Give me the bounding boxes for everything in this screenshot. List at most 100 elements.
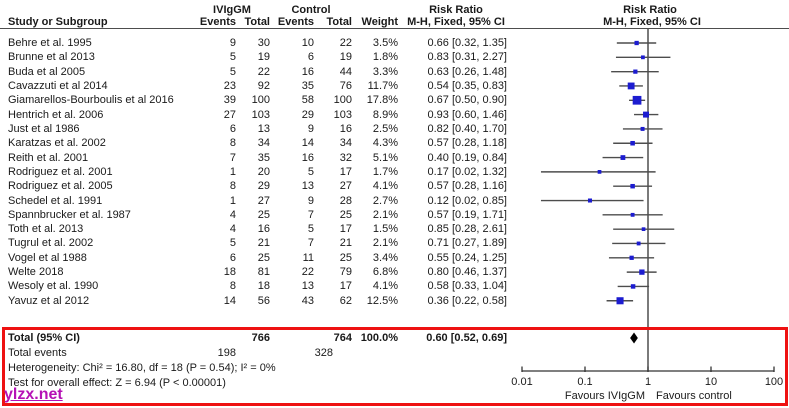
cell-e2: 14	[301, 137, 314, 150]
cell-t1: 18	[257, 280, 270, 293]
cell-t2: 103	[333, 108, 352, 121]
cell-rr: 0.93 [0.60, 1.46]	[427, 108, 507, 121]
cell-e2: 43	[301, 294, 314, 307]
cell-study: Giamarellos-Bourboulis et al 2016	[8, 94, 174, 107]
cell-t1: 20	[257, 165, 270, 178]
favours-right-label: Favours control	[656, 390, 732, 402]
effect-square	[587, 198, 593, 203]
cell-e2: 16	[301, 65, 314, 78]
effect-square	[632, 95, 642, 105]
cell-w: 1.8%	[372, 51, 398, 64]
cell-w: 4.1%	[372, 180, 398, 193]
effect-square	[640, 126, 645, 131]
cell-e1: 6	[229, 122, 236, 135]
cell-rr: 0.71 [0.27, 1.89]	[427, 237, 507, 250]
cell-e1: 1	[229, 165, 236, 178]
column-header-total-control: Total	[326, 16, 352, 28]
cell-w: 2.5%	[372, 122, 398, 135]
column-header-events-control: Events	[277, 16, 314, 28]
table-row: Schedel et al. 1991 1 27 9 28 2.7% 0.12 [0.02,…	[0, 194, 789, 208]
cell-rr: 0.82 [0.40, 1.70]	[427, 122, 507, 135]
table-row: Hentrich et al. 2006 27 103 29 103 8.9% 0.93 […	[0, 108, 789, 122]
cell-e2: 5	[307, 223, 314, 236]
cell-w: 2.7%	[372, 194, 398, 207]
total-events-ivigm: 198	[217, 347, 236, 359]
cell-study: Toth et al. 2013	[8, 223, 84, 236]
cell-study: Behre et al. 1995	[8, 37, 92, 49]
effect-square	[641, 55, 645, 60]
cell-study: Just et al 1986	[8, 122, 80, 135]
effect-square	[636, 241, 641, 246]
cell-study: Hentrich et al. 2006	[8, 108, 104, 121]
table-row: Vogel et al 1988 6 25 11 25 3.4% 0.55 [0.24, 1…	[0, 251, 789, 265]
cell-t2: 17	[339, 280, 352, 293]
cell-e1: 5	[229, 65, 236, 78]
group-header-ivigm: IVIgGM	[213, 4, 251, 16]
cell-e1: 8	[229, 280, 236, 293]
table-row: Wesoly et al. 1990 8 18 13 17 4.1% 0.58 [0.33,…	[0, 279, 789, 293]
cell-t1: 16	[257, 223, 270, 236]
cell-study: Cavazzuti et al 2014	[8, 79, 108, 92]
cell-rr: 0.54 [0.35, 0.83]	[427, 79, 507, 92]
column-header-events-ivigm: Events	[199, 16, 236, 28]
cell-e1: 7	[229, 151, 236, 164]
header-divider	[0, 28, 789, 29]
effect-square	[597, 170, 602, 174]
cell-rr: 0.85 [0.28, 2.61]	[427, 223, 507, 236]
cell-rr: 0.63 [0.26, 1.48]	[427, 65, 507, 78]
cell-rr: 0.80 [0.46, 1.37]	[427, 266, 507, 279]
effect-square	[627, 82, 635, 90]
cell-t1: 34	[257, 137, 270, 150]
cell-rr: 0.17 [0.02, 1.32]	[427, 165, 507, 178]
cell-t2: 62	[339, 294, 352, 307]
cell-t1: 92	[257, 79, 270, 92]
total-events-control: 328	[314, 347, 333, 359]
cell-e1: 18	[223, 266, 236, 279]
cell-rr: 0.36 [0.22, 0.58]	[427, 294, 507, 307]
cell-e1: 8	[229, 180, 236, 193]
table-row: Rodriguez et al. 2001 1 20 5 17 1.7% 0.17 [0.0…	[0, 165, 789, 179]
cell-study: Schedel et al. 1991	[8, 194, 103, 207]
cell-e1: 4	[229, 223, 236, 236]
total-ivigm-n: 766	[251, 332, 270, 344]
cell-rr: 0.67 [0.50, 0.90]	[427, 94, 507, 107]
table-row: Brunne et al 2013 5 19 6 19 1.8% 0.83 [0.31, 2…	[0, 50, 789, 64]
cell-t2: 22	[339, 37, 352, 49]
cell-study: Rodriguez et al. 2005	[8, 180, 113, 193]
table-row: Spannbrucker et al. 1987 4 25 7 25 2.1% 0.57 […	[0, 208, 789, 222]
cell-e2: 9	[307, 122, 314, 135]
cell-rr: 0.40 [0.19, 0.84]	[427, 151, 507, 164]
table-row: Cavazzuti et al 2014 23 92 35 76 11.7% 0.54 [0…	[0, 79, 789, 93]
cell-e2: 6	[307, 51, 314, 64]
column-header-mh-text: M-H, Fixed, 95% CI	[407, 16, 505, 28]
cell-t2: 76	[339, 79, 352, 92]
cell-study: Welte 2018	[8, 266, 64, 279]
cell-study: Brunne et al 2013	[8, 51, 95, 64]
total-rr-ci: 0.60 [0.52, 0.69]	[426, 332, 507, 344]
heterogeneity-stats: Heterogeneity: Chi² = 16.80, df = 18 (P …	[8, 362, 276, 374]
cell-t1: 100	[251, 94, 270, 107]
effect-square	[633, 69, 638, 74]
cell-t1: 29	[257, 180, 270, 193]
effect-square	[620, 155, 626, 160]
cell-t1: 103	[251, 108, 270, 121]
total-row: Total (95% CI) 766 764 100.0% 0.60 [0.52…	[0, 331, 789, 345]
cell-t1: 22	[257, 65, 270, 78]
cell-w: 8.9%	[372, 108, 398, 121]
cell-w: 12.5%	[366, 294, 398, 307]
cell-t1: 30	[257, 37, 270, 49]
cell-e1: 39	[223, 94, 236, 107]
cell-rr: 0.57 [0.28, 1.16]	[427, 180, 507, 193]
effect-square	[629, 255, 634, 260]
cell-rr: 0.58 [0.33, 1.04]	[427, 280, 507, 293]
cell-rr: 0.83 [0.31, 2.27]	[427, 51, 507, 64]
table-row: Yavuz et al 2012 14 56 43 62 12.5% 0.36 [0.22,…	[0, 294, 789, 308]
cell-t2: 25	[339, 208, 352, 221]
column-header-study: Study or Subgroup	[8, 16, 108, 28]
cell-t1: 25	[257, 251, 270, 264]
total-events-label: Total events	[8, 347, 67, 359]
cell-w: 17.8%	[366, 94, 398, 107]
cell-w: 3.3%	[372, 65, 398, 78]
total-events-row: Total events 198 328	[0, 346, 789, 360]
